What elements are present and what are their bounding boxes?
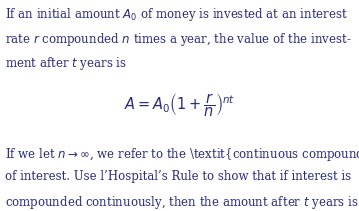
Text: $A = A_0\left(1 + \dfrac{r}{n}\right)^{nt}$: $A = A_0\left(1 + \dfrac{r}{n}\right)^{n… [124, 91, 235, 119]
Text: If an initial amount $A_0$ of money is invested at an interest: If an initial amount $A_0$ of money is i… [5, 6, 348, 23]
Text: of interest. Use l’Hospital’s Rule to show that if interest is: of interest. Use l’Hospital’s Rule to sh… [5, 170, 351, 183]
Text: ment after $t$ years is: ment after $t$ years is [5, 55, 127, 72]
Text: rate $r$ compounded $n$ times a year, the value of the invest-: rate $r$ compounded $n$ times a year, th… [5, 31, 352, 48]
Text: If we let $n \rightarrow \infty$, we refer to the \textit{continuous compounding: If we let $n \rightarrow \infty$, we ref… [5, 146, 359, 163]
Text: compounded continuously, then the amount after $t$ years is: compounded continuously, then the amount… [5, 194, 359, 211]
